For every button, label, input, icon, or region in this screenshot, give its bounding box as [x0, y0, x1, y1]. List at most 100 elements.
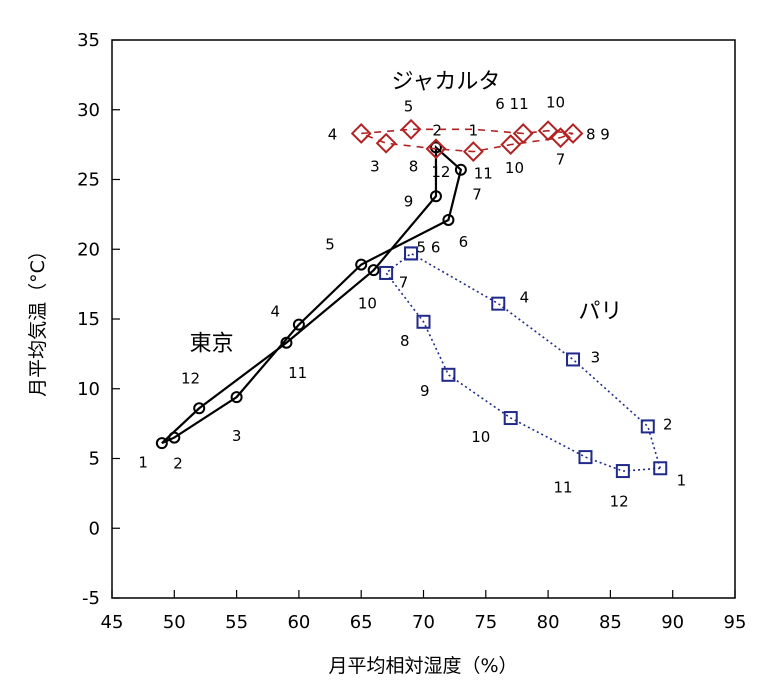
point-label: 3: [232, 427, 242, 445]
point-label: 1: [469, 121, 479, 139]
plot-frame: [111, 39, 736, 599]
data-point: [615, 464, 630, 479]
point-label: 12: [181, 370, 200, 388]
point-label: 5: [325, 236, 335, 254]
data-point: [355, 258, 368, 271]
point-label: 1: [138, 453, 148, 471]
point-label: 11: [474, 165, 493, 183]
data-point: [512, 123, 534, 144]
point-label: 5 6: [417, 238, 441, 256]
data-point: [653, 461, 668, 476]
series-name: パリ: [578, 300, 622, 325]
y-axis-label: 月平均気温（°C）: [27, 241, 49, 397]
y-tick-label: 30: [77, 100, 100, 121]
data-point: [442, 213, 455, 226]
data-point: [640, 419, 655, 434]
series-line: [385, 252, 662, 472]
data-point: [350, 123, 372, 144]
point-label: 10: [471, 428, 490, 446]
point-label: 2: [432, 121, 442, 139]
x-tick-label: 45: [101, 612, 124, 633]
y-tick-label: 5: [89, 449, 100, 470]
y-tick-label: 20: [77, 239, 100, 260]
x-tick-label: 60: [287, 612, 310, 633]
point-label: 11: [288, 364, 307, 382]
y-tick-label: -5: [82, 588, 100, 609]
series-line: [360, 128, 574, 153]
point-label: 11: [554, 478, 573, 496]
series-2: 4 52 1 3 8 12 11 10 7 8 9 6 11 10 ジャカルタ: [328, 69, 610, 182]
data-point: [404, 246, 419, 261]
data-point: [491, 296, 506, 311]
data-point: [155, 437, 168, 450]
data-point: [168, 431, 181, 444]
point-label: 9: [404, 192, 414, 210]
point-label: 12: [610, 492, 629, 510]
y-tick-label: 35: [77, 30, 100, 51]
data-point: [562, 123, 584, 144]
point-label: 9: [420, 382, 430, 400]
data-point: [441, 367, 456, 382]
point-label: 4: [270, 303, 280, 321]
x-tick-label: 55: [225, 612, 248, 633]
x-tick-label: 90: [661, 612, 684, 633]
point-label: 2: [173, 455, 183, 473]
point-label: 10: [546, 93, 565, 111]
point-label: 4: [328, 125, 338, 143]
data-point: [462, 141, 484, 163]
series-line: [161, 144, 463, 445]
point-label: 3: [370, 158, 380, 176]
data-point: [379, 265, 394, 280]
data-point: [292, 318, 305, 331]
point-label: 3: [591, 349, 601, 367]
x-axis-label: 月平均相対湿度（%）: [328, 655, 517, 677]
x-tick-label: 70: [412, 612, 435, 633]
data-point: [578, 450, 593, 465]
point-label: 2: [663, 416, 673, 434]
y-tick-label: 0: [89, 518, 100, 539]
point-label: 6: [459, 233, 469, 251]
x-tick-label: 95: [724, 612, 747, 633]
x-tick-label: 80: [537, 612, 560, 633]
x-tick-label: 85: [599, 612, 622, 633]
point-label: 6 11: [495, 95, 528, 113]
data-point: [454, 163, 467, 176]
data-point: [503, 411, 518, 426]
point-label: 12: [431, 163, 450, 181]
point-label: 1: [677, 471, 687, 489]
data-point: [375, 132, 397, 154]
point-label: 7: [556, 151, 566, 169]
point-label: 4: [520, 289, 530, 307]
point-label: 7: [399, 273, 409, 291]
data-point: [425, 138, 447, 160]
data-point: [416, 314, 431, 329]
data-point: [404, 246, 419, 261]
data-point: [500, 134, 522, 156]
x-tick-label: 65: [350, 612, 373, 633]
data-point: [193, 402, 206, 415]
point-label: 7: [472, 185, 482, 203]
series-name: 東京: [190, 332, 234, 357]
data-point: [429, 141, 442, 154]
x-tick-label: 75: [474, 612, 497, 633]
y-tick-label: 25: [77, 170, 100, 191]
data-point: [280, 336, 293, 349]
data-point: [367, 264, 380, 277]
point-label: 8 9: [586, 125, 610, 143]
point-label: 8: [400, 332, 410, 350]
y-tick-label: 15: [77, 309, 100, 330]
x-tick-label: 50: [163, 612, 186, 633]
point-label: 10: [358, 294, 377, 312]
data-point: [230, 391, 243, 404]
data-point: [566, 352, 581, 367]
data-point: [400, 118, 422, 140]
series-name: ジャカルタ: [391, 69, 500, 94]
y-tick-label: 10: [77, 379, 100, 400]
point-label: 8: [409, 158, 419, 176]
point-label: 5: [404, 98, 414, 116]
data-point: [537, 120, 559, 142]
data-point: [429, 190, 442, 203]
